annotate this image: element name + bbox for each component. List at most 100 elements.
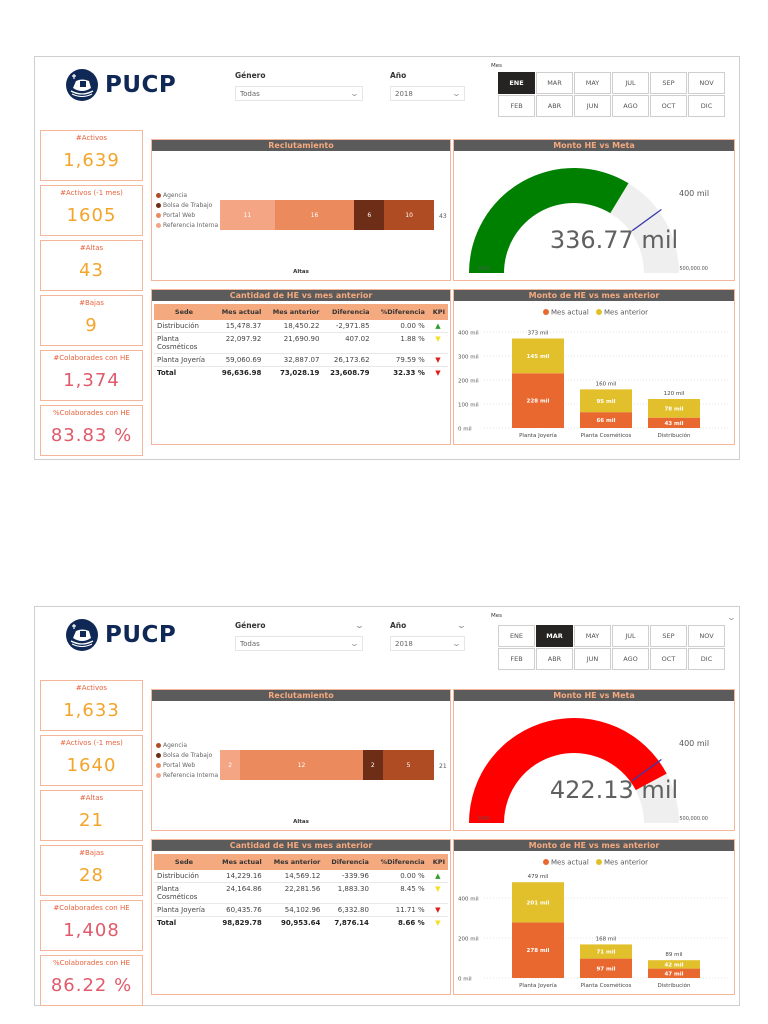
chevron-down-icon[interactable]: ⌄	[354, 621, 365, 630]
month-button-nov[interactable]: NOV	[688, 72, 725, 94]
column-header[interactable]: %Diferencia	[371, 854, 428, 870]
bar-segment[interactable]: 12	[240, 750, 363, 780]
genero-slicer[interactable]: Género ⌄ Todas ⌄	[235, 621, 365, 651]
ano-slicer[interactable]: Año ⌄ 2018 ⌄	[390, 621, 467, 651]
column-header[interactable]: Diferencia	[322, 304, 373, 320]
month-button-ago[interactable]: AGO	[612, 95, 649, 117]
month-button-may[interactable]: MAY	[574, 72, 611, 94]
month-button-mar[interactable]: MAR	[536, 625, 573, 647]
bar-mes-actual[interactable]	[648, 417, 700, 428]
month-button-jun[interactable]: JUN	[574, 648, 611, 670]
legend-item[interactable]: Agencia	[156, 741, 218, 751]
bar-mes-anterior[interactable]	[648, 398, 700, 418]
chevron-down-icon[interactable]: ⌄	[726, 613, 737, 622]
kpi-card-value: 1,639	[63, 150, 120, 171]
bar-mes-actual[interactable]	[580, 958, 632, 978]
chevron-down-icon[interactable]: ⌄	[349, 89, 360, 98]
bar-mes-anterior[interactable]	[648, 960, 700, 969]
column-header[interactable]: Mes anterior	[264, 854, 324, 870]
month-button-feb[interactable]: FEB	[498, 648, 535, 670]
month-button-abr[interactable]: ABR	[536, 95, 573, 117]
chevron-down-icon[interactable]: ⌄	[456, 621, 467, 630]
bar-segment[interactable]: 2	[362, 750, 384, 780]
stacked-bar: 11 16 6 10	[220, 200, 434, 230]
month-button-sep[interactable]: SEP	[650, 625, 687, 647]
bar-segment[interactable]: 10	[384, 200, 434, 230]
x-category-label: Planta Cosméticos	[581, 432, 632, 439]
column-header[interactable]: Mes actual	[214, 854, 265, 870]
bar-segment[interactable]: 2	[220, 750, 241, 780]
cell-diferencia: 26,173.62	[322, 353, 373, 367]
month-button-oct[interactable]: OCT	[650, 95, 687, 117]
gauge-panel: Monto HE vs Meta 336.77 mil 400 mil 0.00…	[453, 139, 735, 281]
bar-segment[interactable]: 11	[220, 200, 275, 230]
legend-item[interactable]: Portal Web	[156, 211, 218, 221]
bar-segment[interactable]: 16	[274, 200, 355, 230]
bar-segment[interactable]: 6	[354, 200, 385, 230]
chevron-down-icon[interactable]: ⌄	[451, 639, 462, 648]
bar-mes-actual[interactable]	[648, 968, 700, 978]
legend-item[interactable]: Bolsa de Trabajo	[156, 201, 218, 211]
month-button-mar[interactable]: MAR	[536, 72, 573, 94]
bar-mes-anterior[interactable]	[580, 389, 632, 413]
month-button-feb[interactable]: FEB	[498, 95, 535, 117]
bar-mes-anterior[interactable]	[512, 882, 564, 923]
kpi-card-value: 83.83 %	[50, 425, 133, 446]
bar-mes-anterior[interactable]	[512, 338, 564, 374]
gauge-max: 500,000.00	[679, 816, 708, 822]
month-button-nov[interactable]: NOV	[688, 625, 725, 647]
mes-slicer: Mes ENE MAR MAY JUL SEP NOV FEB ABR JUN AGO OCT DIC	[491, 63, 737, 117]
month-button-abr[interactable]: ABR	[536, 648, 573, 670]
cell-diferencia: -339.96	[323, 870, 372, 883]
ano-slicer[interactable]: Año 2018 ⌄	[390, 71, 465, 101]
y-tick-label: 0 mil	[458, 427, 472, 433]
column-header[interactable]: Mes actual	[214, 304, 265, 320]
month-button-dic[interactable]: DIC	[688, 648, 725, 670]
dashboard-2: PUCP Género ⌄ Todas ⌄ Año ⌄ 2018 ⌄ Mes ⌄ EN…	[34, 606, 740, 1006]
bar-mes-actual[interactable]	[512, 373, 564, 428]
column-header[interactable]: Diferencia	[323, 854, 372, 870]
genero-dropdown[interactable]: Todas ⌄	[235, 636, 363, 651]
legend-label: Bolsa de Trabajo	[163, 752, 213, 759]
kpi-card: #Activos (-1 mes) 1640	[40, 735, 143, 786]
ano-dropdown[interactable]: 2018 ⌄	[390, 86, 465, 101]
chevron-down-icon[interactable]: ⌄	[349, 639, 360, 648]
kpi-down-arrow-icon: ▼	[427, 903, 448, 917]
month-button-ene[interactable]: ENE	[498, 72, 535, 94]
column-header[interactable]: %Diferencia	[372, 304, 428, 320]
legend-item[interactable]: Referencia Interna	[156, 771, 218, 781]
legend-item[interactable]: Bolsa de Trabajo	[156, 751, 218, 761]
chevron-down-icon[interactable]: ⌄	[451, 89, 462, 98]
gauge-title: Monto HE vs Meta	[454, 140, 734, 151]
table-row: Planta Cosméticos 22,097.92 21,690.90 407.0…	[154, 332, 448, 354]
column-header[interactable]: Sede	[154, 304, 214, 320]
column-header[interactable]: KPI	[427, 304, 448, 320]
month-button-ago[interactable]: AGO	[612, 648, 649, 670]
ano-dropdown[interactable]: 2018 ⌄	[390, 636, 465, 651]
month-button-jul[interactable]: JUL	[612, 72, 649, 94]
month-button-dic[interactable]: DIC	[688, 95, 725, 117]
cell-actual: 60,435.76	[214, 903, 265, 917]
month-button-jul[interactable]: JUL	[612, 625, 649, 647]
bar-segment[interactable]: 5	[383, 750, 434, 780]
month-button-jun[interactable]: JUN	[574, 95, 611, 117]
month-button-oct[interactable]: OCT	[650, 648, 687, 670]
legend-item[interactable]: Portal Web	[156, 761, 218, 771]
svg-text:201 mil: 201 mil	[527, 900, 550, 906]
bar-mes-actual[interactable]	[512, 922, 564, 978]
month-button-sep[interactable]: SEP	[650, 72, 687, 94]
gauge-min: 0.00	[478, 816, 490, 822]
legend-item[interactable]: Agencia	[156, 191, 218, 201]
column-header[interactable]: Sede	[154, 854, 214, 870]
month-button-may[interactable]: MAY	[574, 625, 611, 647]
legend-item[interactable]: Referencia Interna	[156, 221, 218, 231]
column-header[interactable]: KPI	[427, 854, 448, 870]
cell-pct: 32.33 %	[372, 366, 428, 379]
genero-dropdown[interactable]: Todas ⌄	[235, 86, 363, 101]
gauge-fill	[469, 168, 629, 273]
bar-mes-actual[interactable]	[580, 412, 632, 428]
column-header[interactable]: Mes anterior	[264, 304, 323, 320]
genero-slicer[interactable]: Género Todas ⌄	[235, 71, 363, 101]
month-button-ene[interactable]: ENE	[498, 625, 535, 647]
bar-mes-anterior[interactable]	[580, 944, 632, 959]
